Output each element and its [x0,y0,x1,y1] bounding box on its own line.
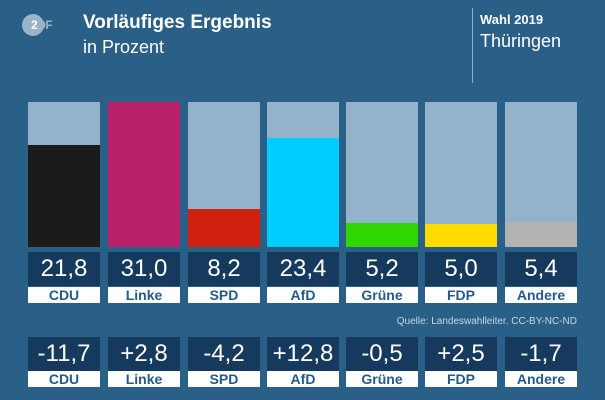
party-label-change: Grüne [346,371,418,387]
region: Thüringen [480,31,562,51]
value-label: 8,2 [188,252,260,286]
change-label: -4,2 [188,337,260,371]
bar-track-Andere [505,102,577,247]
bar-track-Linke [108,102,180,247]
change-label: -11,7 [28,337,100,371]
value-label: 5,0 [425,252,497,286]
party-label: Andere [505,287,577,303]
party-label-change: Andere [505,371,577,387]
party-label: CDU [28,287,100,303]
party-label: AfD [267,287,339,303]
change-label: +2,8 [108,337,180,371]
change-label: +12,8 [267,337,339,371]
value-label: 31,0 [108,252,180,286]
party-label-change: Linke [108,371,180,387]
value-label: 23,4 [267,252,339,286]
value-label: 5,4 [505,252,577,286]
party-label: SPD [188,287,260,303]
party-label: FDP [425,287,497,303]
party-label-change: SPD [188,371,260,387]
party-label-change: FDP [425,371,497,387]
bar-Grüne [346,222,418,247]
bar-track-AfD [267,102,339,247]
party-label: Linke [108,287,180,303]
bar-SPD [188,208,260,247]
value-label: 21,8 [28,252,100,286]
chart-subtitle: in Prozent [83,37,165,57]
bar-track-Grüne [346,102,418,247]
party-label: Grüne [346,287,418,303]
bar-Linke [108,102,180,247]
election-year: Wahl 2019 [480,12,544,27]
change-label: -1,7 [505,337,577,371]
bar-track-SPD [188,102,260,247]
zdf-logo: 2DF [22,14,56,36]
divider [472,8,473,83]
bar-CDU [28,145,100,247]
bar-track-FDP [425,102,497,247]
change-label: -0,5 [346,337,418,371]
chart-title: Vorläufiges Ergebnis [83,12,272,33]
bar-AfD [267,137,339,247]
change-label: +2,5 [425,337,497,371]
bar-FDP [425,223,497,247]
party-label-change: CDU [28,371,100,387]
party-label-change: AfD [267,371,339,387]
source-note: Quelle: Landeswahlleiter. CC-BY-NC-ND [396,316,577,327]
bar-track-CDU [28,102,100,247]
value-label: 5,2 [346,252,418,286]
bar-Andere [505,221,577,247]
